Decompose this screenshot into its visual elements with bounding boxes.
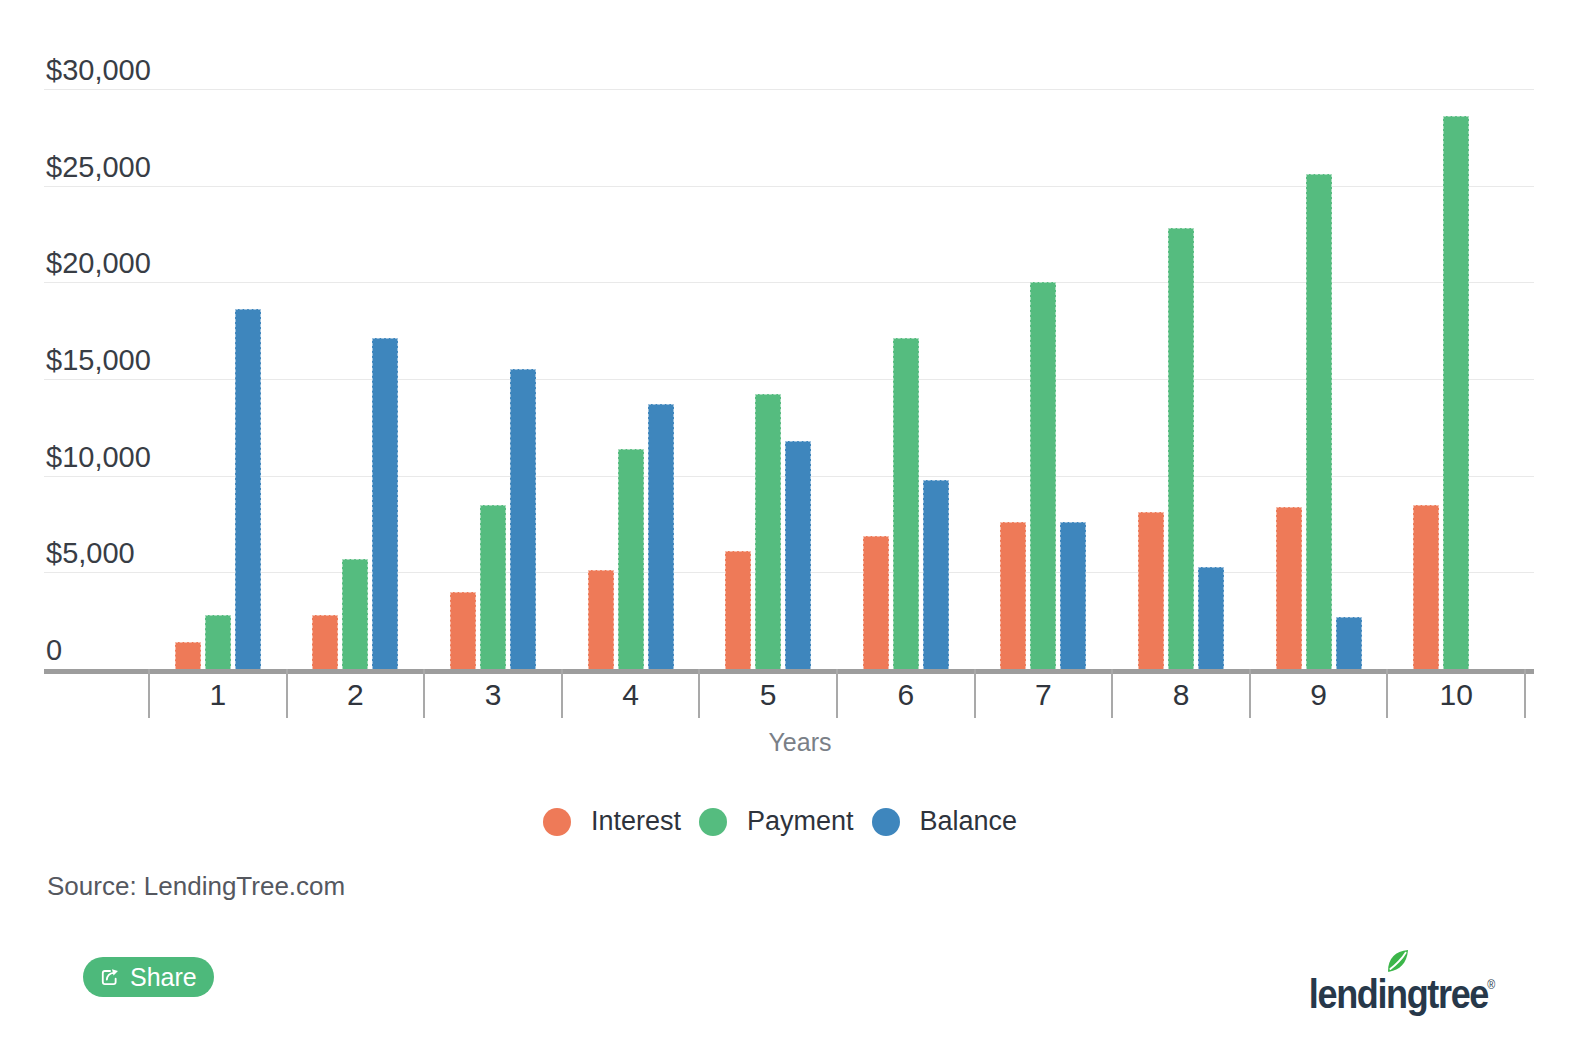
bar-payment-year-3[interactable] <box>480 505 506 669</box>
bar-group <box>1112 69 1250 669</box>
x-axis-title: Years <box>0 728 1584 757</box>
legend-swatch-interest <box>543 808 571 836</box>
bar-group <box>699 69 837 669</box>
y-axis-tick-label: $25,000 <box>46 153 151 182</box>
x-axis-label-year-7: 7 <box>975 680 1113 710</box>
bar-interest-year-1[interactable] <box>175 642 201 669</box>
legend-item-label: Balance <box>920 806 1018 837</box>
y-axis-tick-label: $10,000 <box>46 443 151 472</box>
bar-group <box>149 69 287 669</box>
bar-balance-year-9[interactable] <box>1336 617 1362 669</box>
bar-balance-year-7[interactable] <box>1060 522 1086 669</box>
logo-text: lendingtree <box>1309 974 1488 1014</box>
legend-swatch-balance <box>872 808 900 836</box>
x-axis-label-year-6: 6 <box>837 680 975 710</box>
bar-group <box>1387 69 1525 669</box>
y-axis-tick-label: 0 <box>46 636 62 665</box>
bar-interest-year-5[interactable] <box>725 551 751 669</box>
x-axis-label-year-8: 8 <box>1112 680 1250 710</box>
x-axis-label-year-4: 4 <box>562 680 700 710</box>
x-axis-label-year-9: 9 <box>1250 680 1388 710</box>
share-icon <box>98 966 121 989</box>
x-axis-label-year-10: 10 <box>1387 680 1525 710</box>
bar-payment-year-8[interactable] <box>1168 228 1194 669</box>
bar-payment-year-2[interactable] <box>342 559 368 669</box>
y-axis-tick-label: $15,000 <box>46 346 151 375</box>
bar-group <box>975 69 1113 669</box>
bar-group <box>424 69 562 669</box>
bar-balance-year-3[interactable] <box>510 369 536 669</box>
x-axis-line <box>44 669 1534 674</box>
bar-group <box>287 69 425 669</box>
share-button-label: Share <box>130 963 197 992</box>
bar-balance-year-1[interactable] <box>235 309 261 669</box>
bar-payment-year-9[interactable] <box>1306 174 1332 669</box>
bar-interest-year-8[interactable] <box>1138 512 1164 669</box>
bar-payment-year-7[interactable] <box>1030 282 1056 669</box>
bar-payment-year-10[interactable] <box>1443 116 1469 669</box>
leaf-icon <box>1384 948 1411 975</box>
bar-interest-year-9[interactable] <box>1276 507 1302 670</box>
y-axis-tick-label: $20,000 <box>46 249 151 278</box>
bar-interest-year-4[interactable] <box>588 570 614 669</box>
bar-group <box>562 69 700 669</box>
bar-payment-year-1[interactable] <box>205 615 231 669</box>
bar-balance-year-5[interactable] <box>785 441 811 669</box>
bar-group <box>837 69 975 669</box>
share-button[interactable]: Share <box>83 957 214 997</box>
bar-balance-year-4[interactable] <box>648 404 674 669</box>
source-text: Source: LendingTree.com <box>47 871 345 902</box>
legend-swatch-payment <box>699 808 727 836</box>
x-axis-label-year-5: 5 <box>699 680 837 710</box>
x-axis-label-year-3: 3 <box>424 680 562 710</box>
bar-interest-year-3[interactable] <box>450 592 476 669</box>
x-axis-label-year-1: 1 <box>149 680 287 710</box>
registered-trademark: ® <box>1487 978 1495 992</box>
chart-canvas: 0 $5,000 $10,000 $15,000 $20,000 $25,000 $30,0… <box>0 0 1584 1052</box>
legend-item-label: Payment <box>747 806 854 837</box>
bar-interest-year-2[interactable] <box>312 615 338 669</box>
bar-payment-year-6[interactable] <box>893 338 919 669</box>
y-axis-tick-label: $30,000 <box>46 56 151 85</box>
legend-item-interest[interactable]: Interest <box>543 806 681 837</box>
bar-interest-year-10[interactable] <box>1413 505 1439 669</box>
bar-payment-year-4[interactable] <box>618 449 644 670</box>
bar-interest-year-7[interactable] <box>1000 522 1026 669</box>
legend-item-balance[interactable]: Balance <box>872 806 1018 837</box>
y-axis-tick-label: $5,000 <box>46 539 135 568</box>
bar-balance-year-2[interactable] <box>372 338 398 669</box>
bar-balance-year-8[interactable] <box>1198 567 1224 670</box>
bar-interest-year-6[interactable] <box>863 536 889 669</box>
legend-item-label: Interest <box>591 806 681 837</box>
bar-payment-year-5[interactable] <box>755 394 781 669</box>
bar-group <box>1250 69 1388 669</box>
legend-item-payment[interactable]: Payment <box>699 806 854 837</box>
legend: Interest Payment Balance <box>0 806 1572 837</box>
bar-balance-year-6[interactable] <box>923 480 949 670</box>
x-axis-label-year-2: 2 <box>287 680 425 710</box>
